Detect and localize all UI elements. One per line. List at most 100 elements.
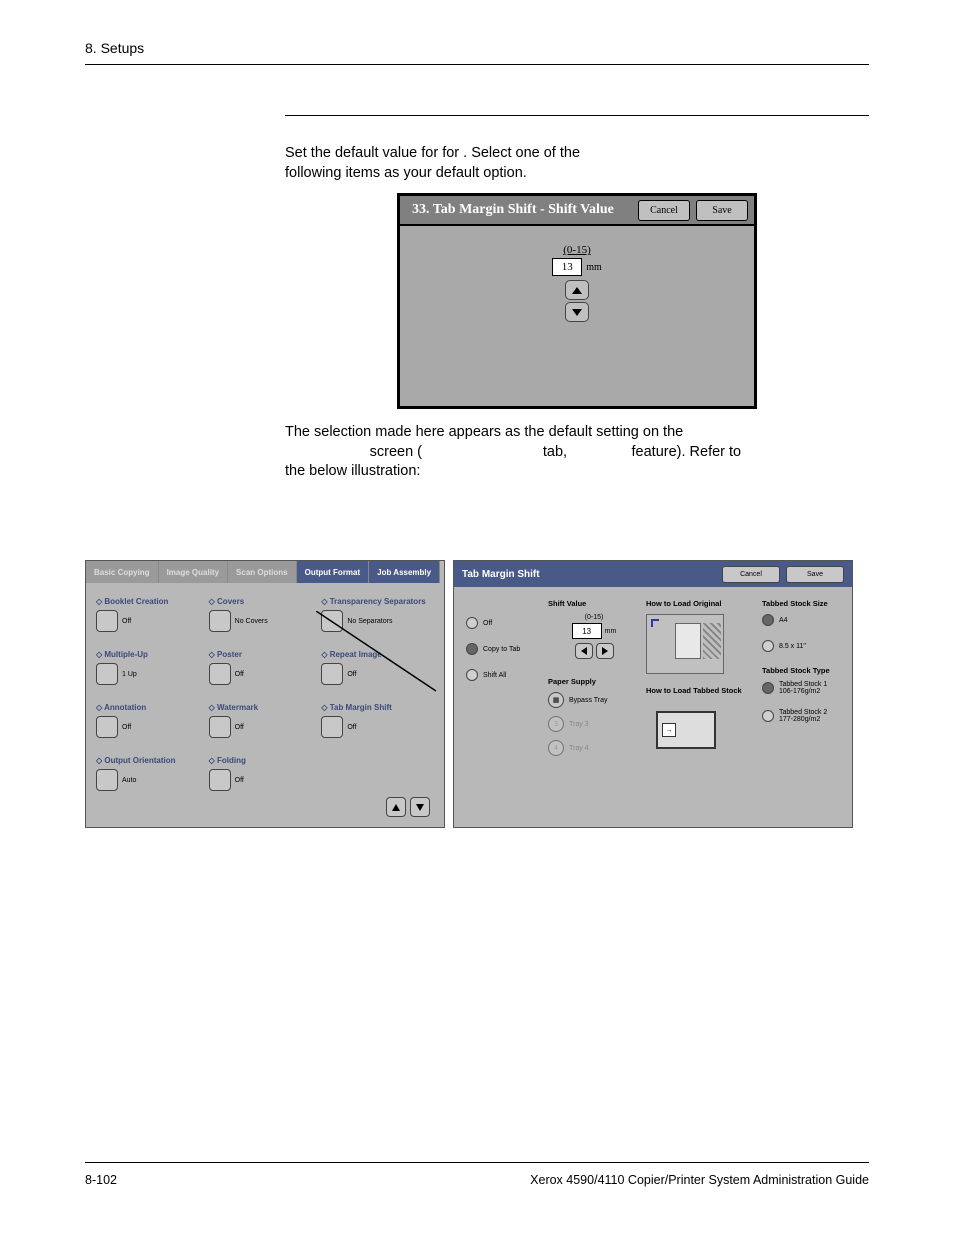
- radio-icon: [466, 617, 478, 629]
- feature-value: Off: [347, 724, 356, 731]
- load-column: How to Load Original How to Load Tabbed …: [646, 599, 756, 764]
- load-original-diagram: [646, 614, 724, 674]
- ts-value-input[interactable]: 13: [572, 623, 602, 639]
- mode-shift-all[interactable]: Shift All: [466, 669, 542, 681]
- feature-value-row: Off: [321, 663, 434, 685]
- feature-item[interactable]: ◇ Tab Margin ShiftOff: [321, 703, 434, 738]
- mode-column: Off Copy to Tab Shift All: [466, 599, 542, 764]
- feature-item[interactable]: ◇ Output OrientationAuto: [96, 756, 209, 791]
- paper-supply-head: Paper Supply: [548, 677, 640, 686]
- feature-icon: [209, 663, 231, 685]
- feature-item[interactable]: ◇ Watermark Off: [209, 703, 322, 738]
- type-1[interactable]: Tabbed Stock 1 106-176g/m2: [762, 681, 858, 695]
- ts-save-button[interactable]: Save: [786, 566, 844, 583]
- ts-title: Tab Margin Shift: [462, 569, 716, 580]
- value-range: (0-15): [552, 244, 602, 256]
- radio-icon: [762, 640, 774, 652]
- feature-icon: [96, 769, 118, 791]
- page-down-button[interactable]: [410, 797, 430, 817]
- size-a4-label: A4: [779, 617, 788, 624]
- triangle-down-icon: [416, 804, 424, 811]
- feature-item[interactable]: ◇ Folding Off: [209, 756, 322, 791]
- load-original-head: How to Load Original: [646, 599, 756, 608]
- cancel-button[interactable]: Cancel: [638, 200, 690, 221]
- mode-copy-to-tab[interactable]: Copy to Tab: [466, 643, 542, 655]
- tab-job-assembly[interactable]: Job Assembly: [369, 561, 440, 583]
- radio-icon: [466, 669, 478, 681]
- feature-item[interactable]: ◇ Transparency Separators No Separators: [321, 597, 434, 632]
- p2-l2a: screen (: [370, 444, 422, 460]
- feature-label: ◇ Transparency Separators: [321, 597, 434, 606]
- shift-value-head: Shift Value: [548, 599, 640, 608]
- feature-label: ◇ Watermark: [209, 703, 322, 712]
- tray-label: Tray 3: [569, 721, 589, 728]
- mode-off[interactable]: Off: [466, 617, 542, 629]
- section-header: 8. Setups: [85, 40, 869, 56]
- tray-option[interactable]: ▦Bypass Tray: [548, 692, 640, 708]
- feature-item[interactable]: ◇ AnnotationOff: [96, 703, 209, 738]
- feature-value-row: Off: [96, 716, 209, 738]
- explanation-paragraph: The selection made here appears as the d…: [285, 423, 869, 482]
- tray-option: 3Tray 3: [548, 716, 640, 732]
- feature-value-row: No Covers: [209, 610, 322, 632]
- feature-label: ◇ Booklet Creation: [96, 597, 209, 606]
- feature-item[interactable]: ◇ Covers No Covers: [209, 597, 322, 632]
- mode-off-label: Off: [483, 620, 492, 627]
- feature-label: ◇ Repeat Image: [321, 650, 434, 659]
- feature-value-row: Auto: [96, 769, 209, 791]
- size-letter[interactable]: 8.5 x 11": [762, 640, 858, 652]
- feature-item[interactable]: ◇ Booklet Creation Off: [96, 597, 209, 632]
- tray-option: 4Tray 4: [548, 740, 640, 756]
- feature-value: Off: [122, 724, 131, 731]
- tabs-bar: Basic Copying Image Quality Scan Options…: [86, 561, 444, 583]
- intro-text-1a: Set the default value for: [285, 145, 442, 161]
- decrement-button[interactable]: [565, 302, 589, 322]
- tab-image-quality[interactable]: Image Quality: [159, 561, 228, 583]
- save-button[interactable]: Save: [696, 200, 748, 221]
- type-2[interactable]: Tabbed Stock 2 177-280g/m2: [762, 709, 858, 723]
- load-tabbed-head: How to Load Tabbed Stock: [646, 686, 756, 695]
- feature-label: ◇ Covers: [209, 597, 322, 606]
- p2-l1: The selection made here appears as the d…: [285, 424, 683, 440]
- feature-value-row: Off: [209, 716, 322, 738]
- feature-value: Off: [122, 618, 131, 625]
- feature-icon: [321, 663, 343, 685]
- increment-button[interactable]: [565, 280, 589, 300]
- tab-scan-options[interactable]: Scan Options: [228, 561, 297, 583]
- radio-icon: [762, 682, 774, 694]
- tab-output-format[interactable]: Output Format: [297, 561, 370, 583]
- value-input[interactable]: 13: [552, 258, 582, 276]
- feature-value-row: Off: [209, 769, 322, 791]
- feature-icon: [96, 716, 118, 738]
- stock-size-head: Tabbed Stock Size: [762, 599, 858, 608]
- dialog-titlebar: 33. Tab Margin Shift - Shift Value Cance…: [400, 196, 754, 226]
- mode-copy-label: Copy to Tab: [483, 646, 520, 653]
- intro-text-2: following items as your default option.: [285, 165, 527, 181]
- page-footer: 8-102 Xerox 4590/4110 Copier/Printer Sys…: [85, 1162, 869, 1187]
- feature-value-row: Off: [321, 716, 434, 738]
- tray-icon: 4: [548, 740, 564, 756]
- tray-icon: ▦: [548, 692, 564, 708]
- feature-icon: [209, 716, 231, 738]
- illustration-row: Basic Copying Image Quality Scan Options…: [85, 560, 853, 828]
- feature-item[interactable]: ◇ Repeat Image Off: [321, 650, 434, 685]
- feature-value: 1 Up: [122, 671, 137, 678]
- feature-item[interactable]: ◇ Multiple-Up 1 Up: [96, 650, 209, 685]
- triangle-left-icon: [581, 647, 587, 655]
- left-button[interactable]: [575, 643, 593, 659]
- size-a4[interactable]: A4: [762, 614, 858, 626]
- ts-cancel-button[interactable]: Cancel: [722, 566, 780, 583]
- feature-value: No Separators: [347, 618, 392, 625]
- feature-item[interactable]: ◇ PosterOff: [209, 650, 322, 685]
- radio-icon: [762, 710, 774, 722]
- shift-value-column: Shift Value (0-15) 13 mm Paper Supply ▦B…: [548, 599, 640, 764]
- feature-label: ◇ Folding: [209, 756, 322, 765]
- stock-column: Tabbed Stock Size A4 8.5 x 11" Tabbed St…: [762, 599, 858, 764]
- p2-l2b: tab,: [543, 444, 571, 460]
- right-button[interactable]: [596, 643, 614, 659]
- intro-paragraph: Set the default value for for . Select o…: [285, 144, 869, 183]
- tab-basic-copying[interactable]: Basic Copying: [86, 561, 159, 583]
- page-up-button[interactable]: [386, 797, 406, 817]
- ts-range: (0-15): [548, 614, 640, 621]
- feature-label: ◇ Multiple-Up: [96, 650, 209, 659]
